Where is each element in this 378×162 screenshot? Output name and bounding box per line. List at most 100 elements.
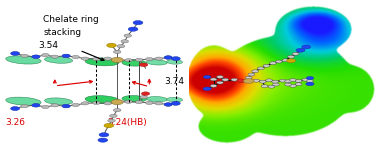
Ellipse shape xyxy=(147,97,167,102)
Text: stacking: stacking xyxy=(43,28,82,37)
Circle shape xyxy=(113,50,121,53)
Circle shape xyxy=(237,79,245,82)
Text: 3.74: 3.74 xyxy=(164,76,184,86)
Circle shape xyxy=(128,27,138,31)
Circle shape xyxy=(42,53,49,57)
Circle shape xyxy=(248,73,255,76)
Circle shape xyxy=(261,85,268,88)
Circle shape xyxy=(93,101,100,104)
Text: Chelate ring: Chelate ring xyxy=(43,15,99,24)
Circle shape xyxy=(276,60,282,63)
Circle shape xyxy=(62,54,70,58)
Circle shape xyxy=(62,54,70,58)
Circle shape xyxy=(139,63,148,67)
Circle shape xyxy=(135,100,143,104)
Circle shape xyxy=(259,80,266,83)
Circle shape xyxy=(125,100,132,103)
Circle shape xyxy=(125,59,132,62)
Circle shape xyxy=(105,124,113,127)
Circle shape xyxy=(203,75,211,79)
Circle shape xyxy=(282,59,289,62)
Circle shape xyxy=(270,62,276,65)
Text: 3.26: 3.26 xyxy=(6,118,26,127)
Circle shape xyxy=(98,138,108,142)
Circle shape xyxy=(32,104,40,107)
Ellipse shape xyxy=(122,60,146,66)
Circle shape xyxy=(72,103,79,107)
Circle shape xyxy=(257,67,264,70)
Ellipse shape xyxy=(6,97,41,105)
Circle shape xyxy=(42,105,49,109)
Circle shape xyxy=(238,79,245,82)
Circle shape xyxy=(135,58,143,62)
Circle shape xyxy=(243,79,254,83)
Circle shape xyxy=(268,85,275,88)
Circle shape xyxy=(81,57,89,60)
Circle shape xyxy=(222,78,229,81)
Ellipse shape xyxy=(85,58,119,66)
Circle shape xyxy=(21,104,28,108)
Circle shape xyxy=(51,55,59,58)
Circle shape xyxy=(217,75,223,78)
Circle shape xyxy=(133,21,143,25)
Circle shape xyxy=(217,81,223,84)
Circle shape xyxy=(113,100,121,104)
Circle shape xyxy=(210,78,217,81)
Circle shape xyxy=(32,104,40,107)
Circle shape xyxy=(99,133,109,137)
Circle shape xyxy=(93,58,100,61)
Circle shape xyxy=(210,84,217,87)
Circle shape xyxy=(231,78,238,81)
Circle shape xyxy=(146,101,153,104)
Circle shape xyxy=(146,58,153,61)
Circle shape xyxy=(11,107,19,110)
Circle shape xyxy=(279,79,286,82)
Circle shape xyxy=(306,76,314,80)
Circle shape xyxy=(290,84,296,87)
Circle shape xyxy=(171,57,180,61)
Ellipse shape xyxy=(45,98,73,105)
Circle shape xyxy=(285,80,291,83)
Ellipse shape xyxy=(122,96,146,102)
Circle shape xyxy=(11,107,20,110)
Circle shape xyxy=(104,57,112,60)
Circle shape xyxy=(288,55,294,58)
Circle shape xyxy=(107,43,116,47)
Circle shape xyxy=(302,45,311,49)
Circle shape xyxy=(296,48,305,52)
Text: 3.24(HB): 3.24(HB) xyxy=(108,118,147,127)
Circle shape xyxy=(253,79,260,82)
Circle shape xyxy=(113,109,121,112)
Circle shape xyxy=(292,52,299,55)
Circle shape xyxy=(121,40,129,43)
Ellipse shape xyxy=(167,97,183,102)
Circle shape xyxy=(295,83,302,86)
Circle shape xyxy=(172,57,180,60)
Circle shape xyxy=(21,54,28,58)
Circle shape xyxy=(108,119,115,122)
Circle shape xyxy=(111,99,123,105)
Circle shape xyxy=(263,64,270,67)
Circle shape xyxy=(307,80,313,82)
Circle shape xyxy=(164,56,172,59)
Circle shape xyxy=(141,92,150,95)
Circle shape xyxy=(164,103,172,106)
Circle shape xyxy=(171,101,180,105)
Circle shape xyxy=(164,103,172,106)
Circle shape xyxy=(72,55,79,59)
Circle shape xyxy=(287,59,296,63)
Circle shape xyxy=(124,34,132,37)
Circle shape xyxy=(285,83,291,86)
Circle shape xyxy=(306,82,314,86)
Circle shape xyxy=(290,79,296,81)
Circle shape xyxy=(273,83,279,86)
Circle shape xyxy=(117,45,125,48)
Circle shape xyxy=(266,79,273,82)
Circle shape xyxy=(203,87,211,91)
Circle shape xyxy=(245,79,253,83)
Circle shape xyxy=(11,52,20,55)
Circle shape xyxy=(295,80,302,82)
Ellipse shape xyxy=(167,60,183,64)
Circle shape xyxy=(155,102,163,105)
Ellipse shape xyxy=(6,56,41,64)
